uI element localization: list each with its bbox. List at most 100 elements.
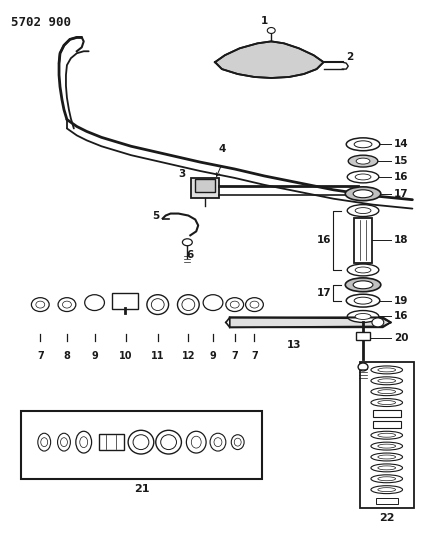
Text: 7: 7 bbox=[232, 351, 238, 361]
Bar bbox=[191, 178, 219, 198]
Ellipse shape bbox=[31, 297, 49, 311]
Ellipse shape bbox=[353, 190, 373, 198]
Ellipse shape bbox=[372, 318, 384, 327]
Text: 8: 8 bbox=[63, 351, 70, 361]
Ellipse shape bbox=[378, 466, 395, 470]
Text: 20: 20 bbox=[394, 333, 408, 343]
Ellipse shape bbox=[355, 174, 371, 180]
Ellipse shape bbox=[234, 438, 241, 446]
Text: 3: 3 bbox=[178, 169, 185, 179]
Text: 5: 5 bbox=[152, 212, 159, 222]
Polygon shape bbox=[215, 42, 324, 78]
Ellipse shape bbox=[268, 28, 275, 34]
Ellipse shape bbox=[378, 444, 395, 448]
Text: 18: 18 bbox=[394, 235, 408, 245]
Ellipse shape bbox=[378, 401, 395, 405]
Text: 13: 13 bbox=[287, 340, 301, 350]
Ellipse shape bbox=[178, 295, 199, 314]
Ellipse shape bbox=[246, 297, 263, 311]
Ellipse shape bbox=[371, 453, 402, 461]
Text: 16: 16 bbox=[394, 172, 408, 182]
Ellipse shape bbox=[182, 298, 195, 311]
Ellipse shape bbox=[378, 368, 395, 372]
Ellipse shape bbox=[85, 295, 104, 311]
Ellipse shape bbox=[226, 297, 244, 311]
Ellipse shape bbox=[147, 295, 169, 314]
Ellipse shape bbox=[203, 295, 223, 311]
Ellipse shape bbox=[36, 301, 45, 308]
Text: 16: 16 bbox=[394, 311, 408, 321]
Ellipse shape bbox=[250, 301, 259, 308]
Text: 4: 4 bbox=[218, 144, 226, 154]
Text: 11: 11 bbox=[151, 351, 164, 361]
Ellipse shape bbox=[347, 205, 379, 216]
Text: 15: 15 bbox=[394, 156, 408, 166]
Ellipse shape bbox=[371, 464, 402, 472]
Text: 16: 16 bbox=[317, 235, 331, 245]
Ellipse shape bbox=[182, 239, 192, 246]
Bar bbox=[98, 434, 124, 450]
Ellipse shape bbox=[355, 208, 371, 214]
Ellipse shape bbox=[378, 379, 395, 383]
Ellipse shape bbox=[60, 438, 68, 447]
Ellipse shape bbox=[128, 430, 154, 454]
Ellipse shape bbox=[58, 297, 76, 311]
Ellipse shape bbox=[371, 366, 402, 374]
Ellipse shape bbox=[371, 431, 402, 439]
Ellipse shape bbox=[57, 433, 70, 451]
Text: 17: 17 bbox=[317, 288, 331, 298]
Bar bbox=[195, 180, 215, 192]
Ellipse shape bbox=[210, 433, 226, 451]
Ellipse shape bbox=[76, 431, 92, 453]
Ellipse shape bbox=[191, 436, 201, 448]
Text: 14: 14 bbox=[394, 139, 408, 149]
Ellipse shape bbox=[353, 281, 373, 289]
Text: 7: 7 bbox=[37, 351, 44, 361]
Text: 9: 9 bbox=[210, 351, 217, 361]
Ellipse shape bbox=[371, 475, 402, 483]
Ellipse shape bbox=[214, 438, 222, 447]
Bar bbox=[360, 362, 414, 508]
Ellipse shape bbox=[38, 433, 51, 451]
Text: 21: 21 bbox=[134, 484, 149, 494]
Text: 7: 7 bbox=[251, 351, 258, 361]
Bar bbox=[354, 217, 372, 263]
Text: 10: 10 bbox=[119, 351, 133, 361]
Ellipse shape bbox=[378, 455, 395, 459]
Ellipse shape bbox=[186, 431, 206, 453]
Text: 1: 1 bbox=[261, 15, 268, 26]
Ellipse shape bbox=[346, 138, 380, 151]
Ellipse shape bbox=[345, 187, 381, 201]
Ellipse shape bbox=[345, 278, 381, 292]
Bar bbox=[376, 498, 398, 504]
Ellipse shape bbox=[230, 301, 239, 308]
Bar bbox=[373, 421, 401, 428]
Text: 5702 900: 5702 900 bbox=[11, 15, 71, 29]
Text: 19: 19 bbox=[394, 296, 408, 305]
Ellipse shape bbox=[133, 435, 149, 449]
Ellipse shape bbox=[346, 294, 380, 307]
Ellipse shape bbox=[378, 433, 395, 437]
Bar bbox=[373, 410, 401, 417]
Ellipse shape bbox=[347, 171, 379, 183]
Ellipse shape bbox=[371, 486, 402, 494]
Ellipse shape bbox=[347, 311, 379, 322]
Ellipse shape bbox=[371, 377, 402, 385]
Ellipse shape bbox=[160, 435, 176, 449]
Ellipse shape bbox=[371, 399, 402, 407]
Ellipse shape bbox=[378, 488, 395, 491]
Ellipse shape bbox=[62, 301, 71, 308]
Ellipse shape bbox=[41, 438, 48, 447]
Bar bbox=[112, 293, 138, 309]
Ellipse shape bbox=[156, 430, 181, 454]
Ellipse shape bbox=[80, 437, 88, 448]
Polygon shape bbox=[230, 318, 391, 327]
Ellipse shape bbox=[355, 267, 371, 273]
Bar bbox=[356, 332, 370, 340]
Ellipse shape bbox=[378, 390, 395, 394]
Ellipse shape bbox=[152, 298, 164, 311]
Ellipse shape bbox=[371, 442, 402, 450]
Ellipse shape bbox=[347, 264, 379, 276]
Ellipse shape bbox=[378, 477, 395, 481]
Ellipse shape bbox=[355, 313, 371, 319]
